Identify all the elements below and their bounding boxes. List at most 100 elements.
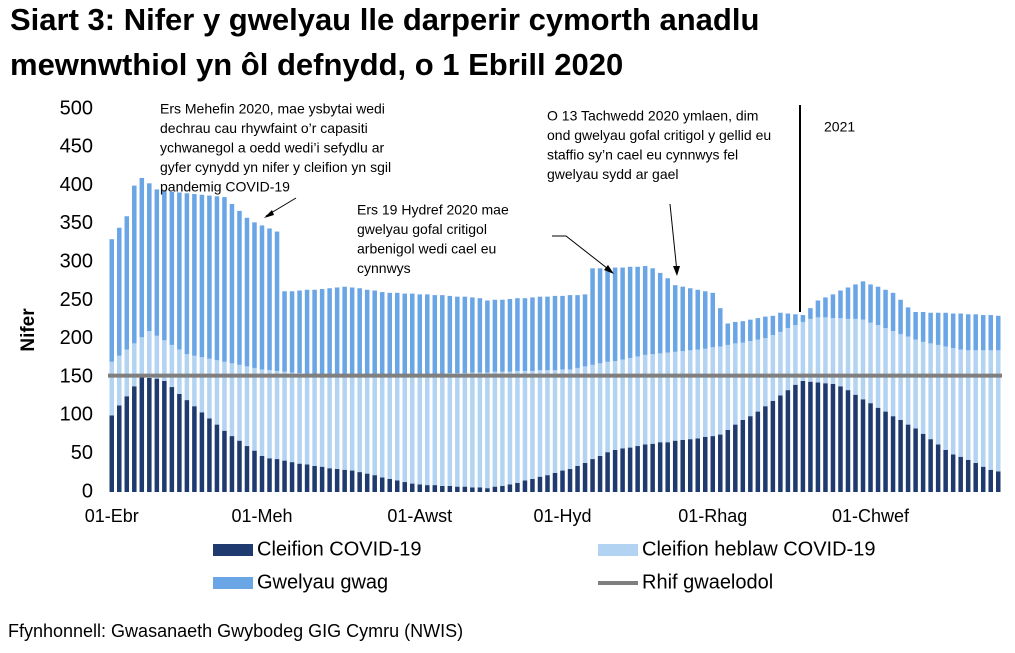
bar-segment xyxy=(853,394,858,492)
bar-segment xyxy=(883,411,888,492)
bar-segment xyxy=(372,290,377,377)
bar-segment xyxy=(875,286,881,326)
annotation: O 13 Tachwedd 2020 ymlaen, dim xyxy=(547,108,758,124)
bar-segment xyxy=(470,297,475,373)
bar-segment xyxy=(117,227,122,356)
bar-segment xyxy=(582,462,588,492)
y-tick-label: 500 xyxy=(60,97,93,119)
bar-segment xyxy=(875,407,881,492)
bar-segment xyxy=(147,377,152,492)
bar-segment xyxy=(222,197,227,362)
bar-segment xyxy=(868,322,873,404)
bar-segment xyxy=(297,463,302,492)
bar-segment xyxy=(530,297,535,371)
y-tick-label: 100 xyxy=(60,404,93,426)
y-tick-label: 350 xyxy=(60,212,93,234)
plot-area: 0 50 100 150 200 250 300 350 400 450 500 01-Ebr 01-M… xyxy=(60,97,1002,526)
bar-segment xyxy=(545,296,550,371)
bar-segment xyxy=(635,356,640,447)
bar-segment xyxy=(657,442,663,492)
bar-segment xyxy=(364,473,370,492)
bar-segment xyxy=(575,465,580,492)
bar-segment xyxy=(222,361,227,431)
bar-segment xyxy=(575,367,580,466)
bar-segment xyxy=(515,482,520,492)
bar-segment xyxy=(733,424,738,492)
bar-segment xyxy=(627,266,633,358)
bar-segment xyxy=(492,486,498,492)
bar-segment xyxy=(793,325,798,385)
bar-segment xyxy=(124,396,130,492)
bar-segment xyxy=(357,288,362,377)
bar-segment xyxy=(154,378,160,492)
bar-segment xyxy=(319,289,325,376)
y-axis-label: Nifer xyxy=(18,308,39,352)
bar-segment xyxy=(680,286,685,352)
bar-segment xyxy=(763,316,768,339)
bar-segment xyxy=(710,347,716,437)
bar-segment xyxy=(943,449,948,492)
bar-segment xyxy=(462,373,468,487)
bar-segment xyxy=(627,447,633,492)
bar-segment xyxy=(455,486,460,492)
bar-segment xyxy=(402,482,408,492)
bar-segment xyxy=(237,364,242,441)
bar-segment xyxy=(748,319,753,342)
bar-segment xyxy=(109,239,115,362)
bar-segment xyxy=(364,289,370,377)
bar-segment xyxy=(552,295,558,371)
bar-segment xyxy=(327,468,332,492)
bar-segment xyxy=(770,400,776,492)
bar-segment xyxy=(860,399,866,492)
bar-segment xyxy=(522,370,528,481)
bar-segment xyxy=(237,440,242,492)
bar-segment xyxy=(312,289,317,375)
bar-segment xyxy=(665,442,670,492)
y-tick-label: 450 xyxy=(60,136,93,158)
bar-segment xyxy=(815,300,821,318)
bar-segment xyxy=(259,455,265,492)
bar-segment xyxy=(680,351,685,440)
bar-segment xyxy=(199,357,205,413)
bar-segment xyxy=(192,355,197,407)
bar-segment xyxy=(763,406,768,492)
bar-segment xyxy=(838,386,843,492)
bar-segment xyxy=(485,372,490,489)
bar-segment xyxy=(447,485,453,492)
bar-segment xyxy=(883,328,888,412)
bar-segment xyxy=(868,284,873,323)
bar-segment xyxy=(913,311,918,340)
bar-segment xyxy=(973,314,978,351)
bar-segment xyxy=(943,346,948,450)
bar-segment xyxy=(109,361,115,416)
bar-segment xyxy=(597,455,603,492)
bar-segment xyxy=(823,317,828,384)
bar-segment xyxy=(537,296,543,371)
y-tick-label: 50 xyxy=(71,442,93,464)
bar-segment xyxy=(620,359,625,449)
bar-segment xyxy=(808,381,813,492)
bar-segment xyxy=(853,284,858,319)
annotation-arrow xyxy=(669,203,678,273)
bar-segment xyxy=(214,196,220,361)
bar-segment xyxy=(425,485,430,492)
legend-swatch xyxy=(213,544,253,556)
bar-segment xyxy=(267,228,272,371)
bar-segment xyxy=(920,341,926,434)
bar-segment xyxy=(808,308,813,319)
bar-segment xyxy=(492,299,498,372)
bar-segment xyxy=(620,267,625,360)
bar-segment xyxy=(169,344,175,388)
bar-segment xyxy=(725,344,731,430)
bar-segment xyxy=(567,295,573,370)
x-tick-label: 01-Chwef xyxy=(832,506,910,526)
bar-segment xyxy=(289,291,295,373)
bar-segment xyxy=(304,374,310,465)
bar-segment xyxy=(530,370,535,479)
bar-segment xyxy=(177,192,182,350)
bar-segment xyxy=(718,434,723,492)
bar-segment xyxy=(252,367,257,451)
bar-segment xyxy=(410,483,415,492)
bar-segment xyxy=(778,331,783,396)
bar-segment xyxy=(733,343,738,425)
